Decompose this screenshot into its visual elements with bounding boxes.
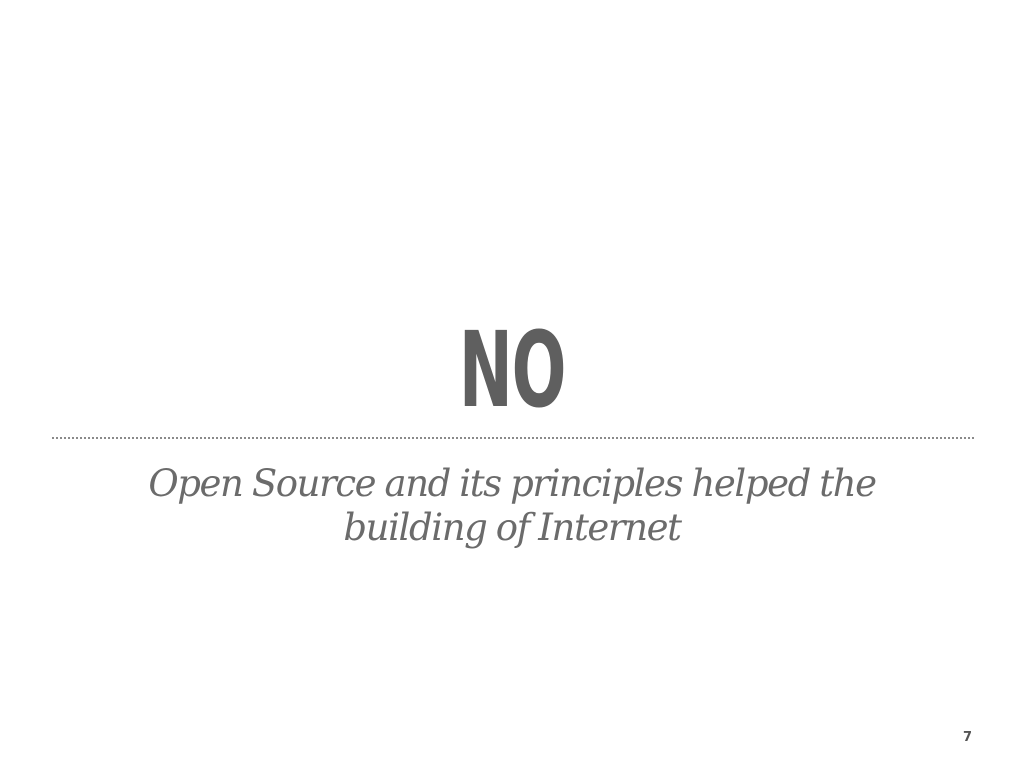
dotted-divider <box>52 437 974 439</box>
slide-title: NO <box>458 309 567 431</box>
page-number: 7 <box>962 730 972 745</box>
slide-subtitle: Open Source and its principles helped th… <box>148 462 877 549</box>
